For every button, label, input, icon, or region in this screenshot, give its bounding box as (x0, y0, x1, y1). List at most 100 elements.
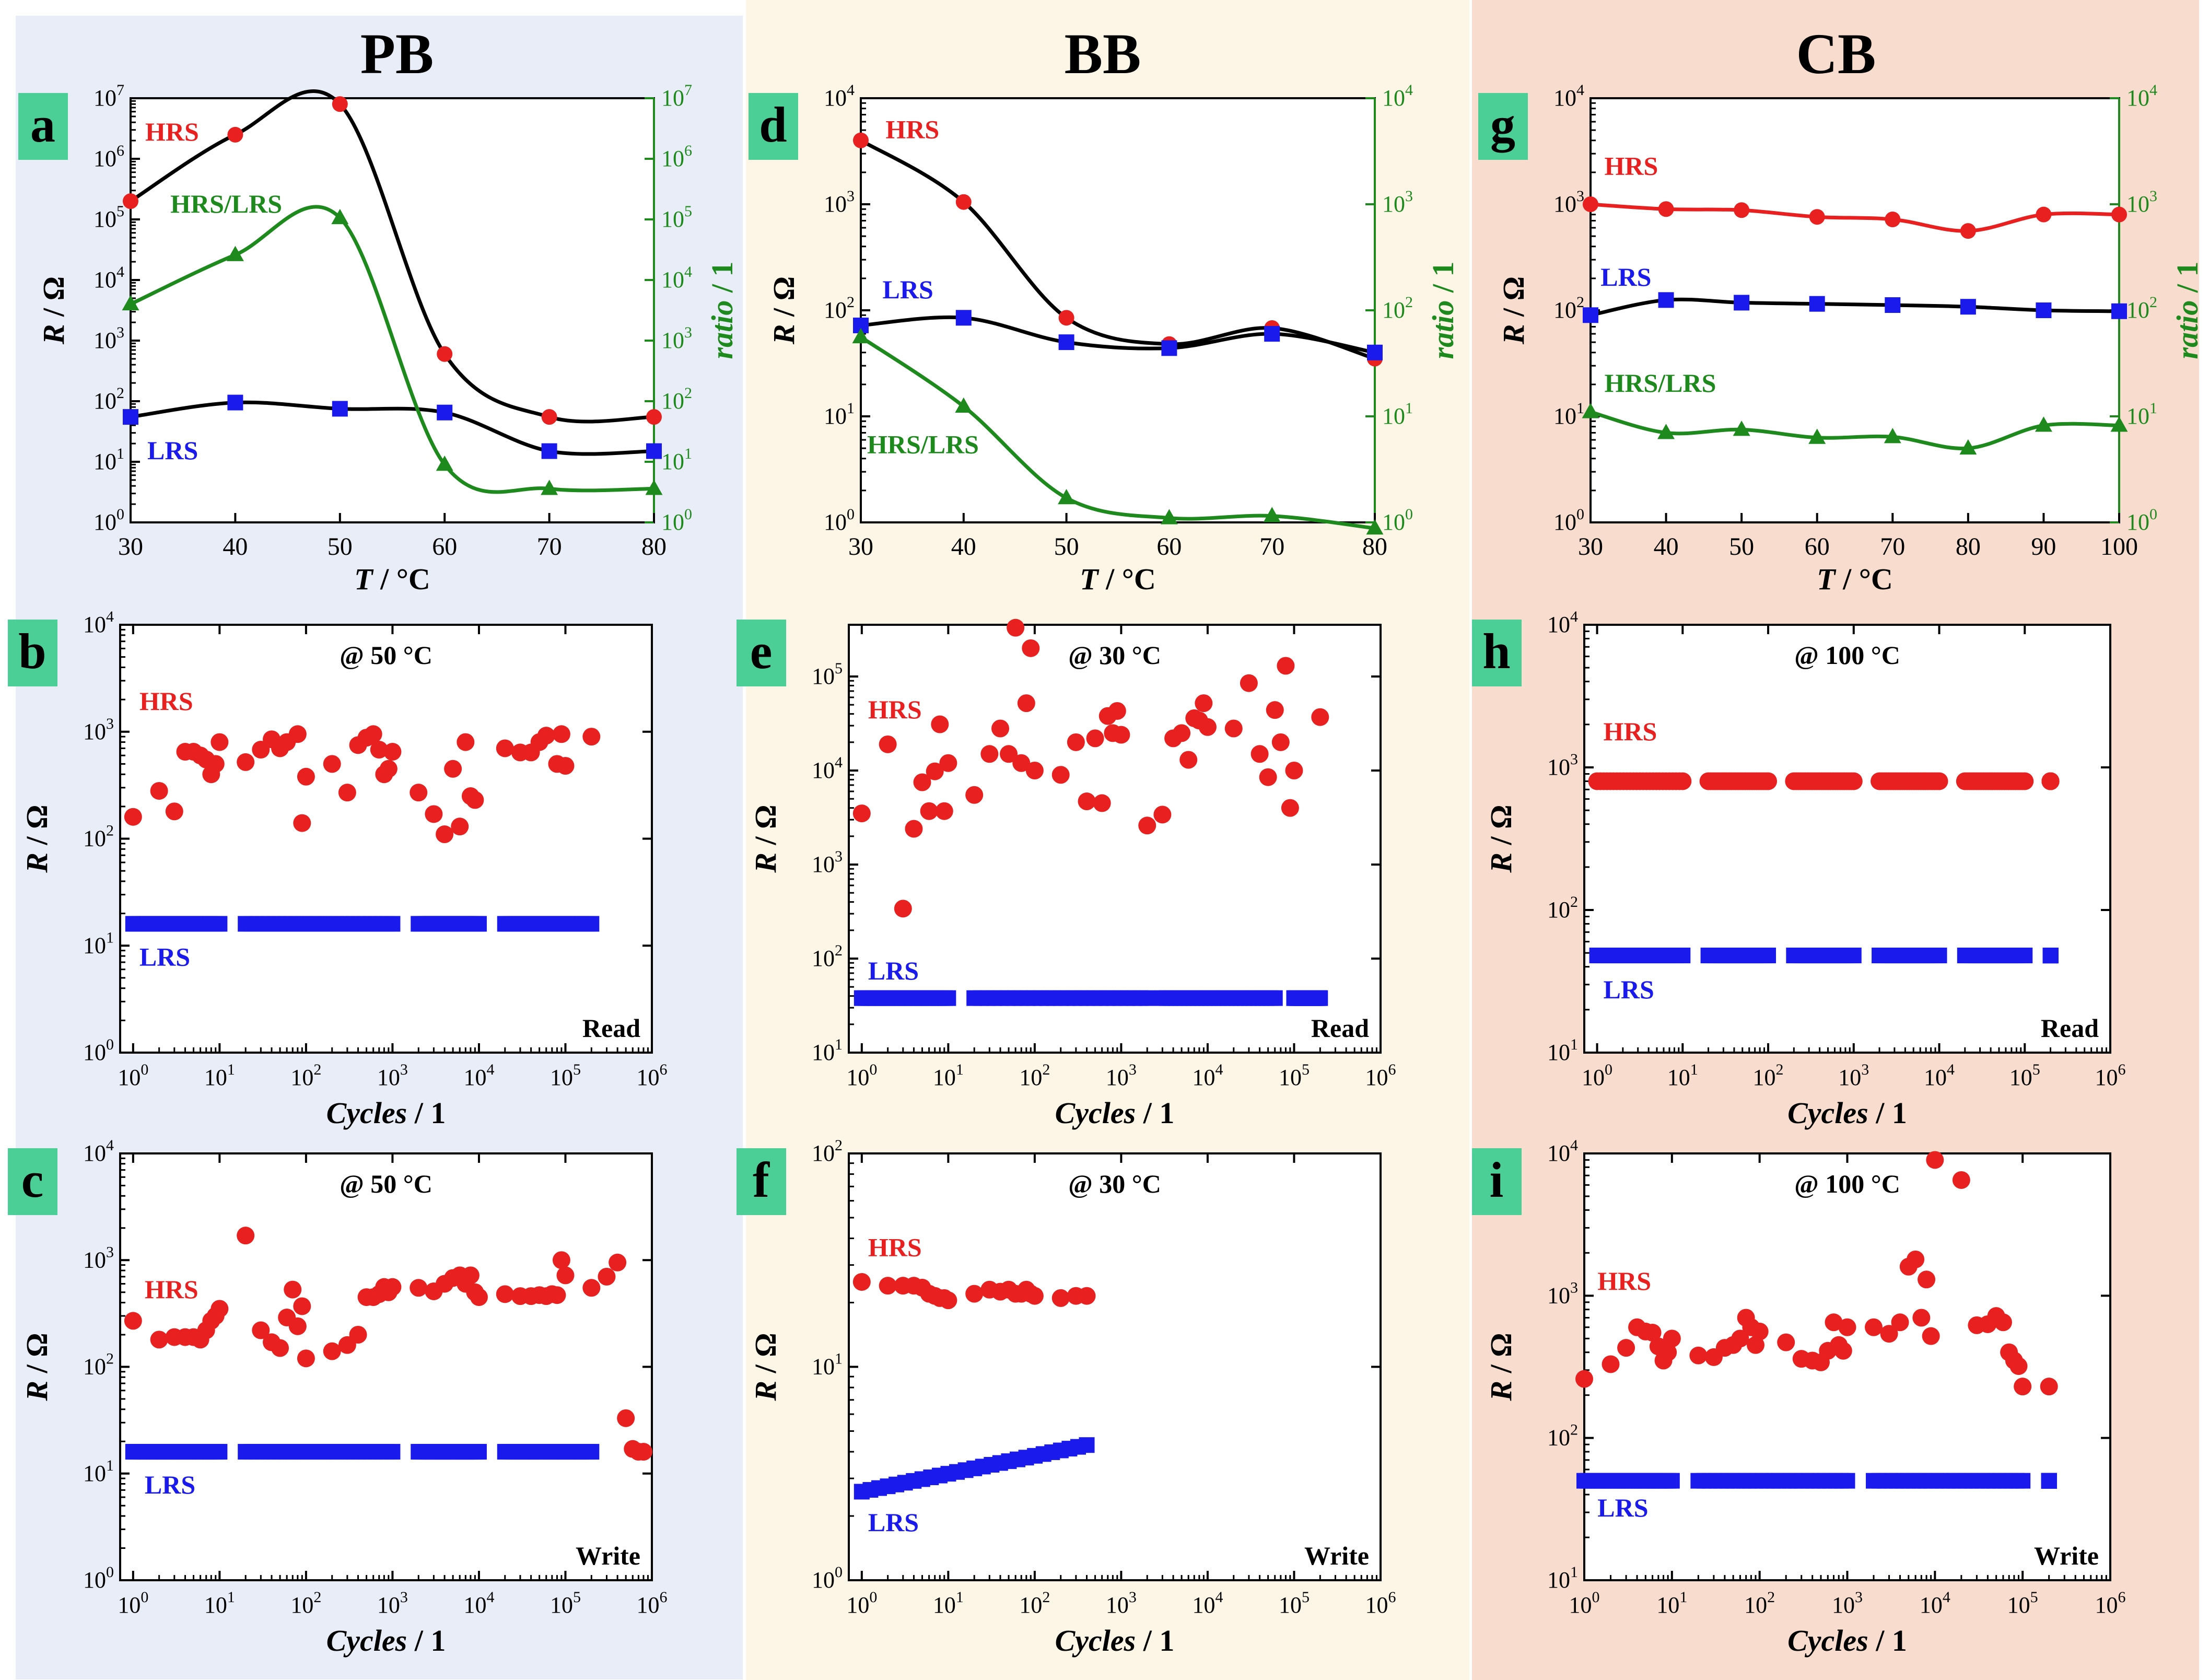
hrs-lrs-point-d (1263, 507, 1281, 522)
y-tick-label-c: 104 (83, 1137, 114, 1166)
plot-area-c (119, 1152, 653, 1581)
y2-tick-label-a: 102 (661, 384, 692, 414)
lrs-point-g (1960, 299, 1976, 315)
hrs-point-c (556, 1266, 575, 1285)
y-tick-label-a: 101 (93, 445, 124, 474)
x-tick-label-g: 40 (1654, 533, 1679, 561)
hrs-point-i (1994, 1313, 2012, 1332)
y-tick-label-a: 104 (93, 263, 124, 293)
hrs-point-e (905, 820, 923, 838)
y-tick-label-i: 101 (1547, 1564, 1578, 1593)
x-tick-label-b: 104 (463, 1061, 494, 1090)
x-tick-label-c: 103 (377, 1589, 408, 1618)
y-tick-label-e: 102 (812, 942, 843, 971)
column-title-bb: BB (1064, 22, 1141, 86)
hrs-point-e (991, 719, 1010, 738)
hrs-lrs-point-a (541, 480, 558, 495)
x-tick-label-b: 106 (637, 1061, 668, 1090)
plot-area-e (848, 624, 1382, 1054)
hrs-point-b (410, 784, 428, 802)
hrs-point-e (1250, 745, 1269, 763)
x-tick-label-e: 104 (1192, 1061, 1223, 1090)
hrs-point-i (1750, 1322, 1769, 1340)
y2-tick-label-g: 101 (2126, 400, 2157, 429)
x-tick-label-e: 106 (1365, 1061, 1396, 1090)
x-axis-title-e: Cycles / 1 (1055, 1096, 1175, 1130)
hrs-point-i (1689, 1346, 1708, 1364)
hrs-point-e (1000, 745, 1018, 763)
panel-tag-f: f (753, 1152, 770, 1208)
series-label-hrs-lrs-d: HRS/LRS (867, 429, 979, 459)
hrs-lrs-point-g (2110, 416, 2128, 432)
hrs-point-e (1078, 792, 1096, 811)
hrs-point-i (2009, 1357, 2028, 1375)
hrs-point-c (237, 1227, 255, 1245)
hrs-point-i (1777, 1333, 1795, 1351)
hrs-point-b (211, 733, 229, 751)
mode-label-i: Write (2034, 1541, 2099, 1570)
x-tick-label-f: 104 (1192, 1589, 1223, 1618)
hrs-point-b (364, 725, 382, 743)
y-tick-label-a: 103 (93, 324, 124, 353)
x-tick-label-d: 40 (951, 533, 976, 561)
y-tick-label-b: 102 (83, 822, 114, 851)
hrs-point-g (1734, 202, 1750, 218)
lrs-point-b (212, 916, 228, 932)
x-tick-label-i: 100 (1569, 1589, 1600, 1618)
panel-tag-box-a (18, 93, 68, 160)
y-tick-label-b: 104 (83, 608, 114, 637)
hrs-point-c (548, 1286, 566, 1304)
x-tick-label-b: 102 (290, 1061, 321, 1090)
hrs-lrs-point-a (436, 456, 453, 471)
series-label-hrs-i: HRS (1597, 1266, 1651, 1296)
lrs-point-b (384, 916, 401, 932)
y2-axis-title-d: ratio / 1 (1426, 262, 1460, 359)
x-axis-title-i: Cycles / 1 (1787, 1624, 1907, 1658)
y-tick-label-c: 102 (83, 1350, 114, 1380)
hrs-lrs-point-g (1959, 439, 1977, 455)
y2-tick-label-a: 107 (661, 81, 692, 111)
hrs-point-d (853, 132, 869, 148)
hrs-point-e (1285, 762, 1303, 779)
y-tick-label-g: 102 (1553, 294, 1584, 323)
lrs-point-g (1583, 307, 1598, 323)
hrs-point-b (165, 802, 183, 821)
hrs-point-c (410, 1279, 428, 1297)
y2-tick-label-a: 103 (661, 324, 692, 353)
y-tick-label-b: 101 (83, 929, 114, 958)
lrs-line-d (860, 315, 1375, 355)
y-tick-label-f: 101 (812, 1350, 843, 1380)
lrs-point-b (583, 916, 600, 932)
y2-tick-label-a: 100 (661, 506, 692, 535)
column-title-pb: PB (360, 22, 434, 86)
y-tick-label-e: 101 (812, 1036, 843, 1065)
hrs-point-c (284, 1280, 302, 1299)
hrs-lrs-point-g (1733, 421, 1750, 436)
hrs-point-e (913, 773, 931, 791)
hrs-point-e (1007, 619, 1025, 637)
y-tick-label-g: 104 (1553, 81, 1584, 111)
series-label-hrs-c: HRS (145, 1275, 198, 1304)
hrs-point-b (323, 755, 341, 773)
lrs-point-d (1058, 334, 1074, 351)
y2-axis-title-a: ratio / 1 (705, 262, 739, 359)
x-axis-title-a: T / °C (354, 562, 430, 596)
panel-tag-e: e (750, 623, 773, 679)
hrs-point-c (150, 1331, 168, 1349)
hrs-point-e (980, 745, 999, 763)
x-tick-label-e: 100 (846, 1061, 877, 1090)
hrs-point-c (552, 1251, 570, 1269)
plot-area-b (119, 624, 653, 1054)
x-axis-title-h: Cycles / 1 (1787, 1096, 1907, 1130)
y2-tick-label-a: 106 (661, 142, 692, 171)
lrs-point-h (1675, 948, 1691, 964)
hrs-lrs-point-d (1366, 519, 1384, 535)
plot-area-d (860, 97, 1376, 523)
hrs-point-e (1112, 726, 1130, 744)
hrs-point-b (466, 791, 484, 809)
x-tick-label-c: 101 (204, 1589, 235, 1618)
lrs-point-g (1734, 295, 1750, 311)
hrs-point-c (609, 1253, 627, 1271)
hrs-point-b (444, 760, 462, 778)
x-tick-label-h: 104 (1924, 1061, 1955, 1090)
